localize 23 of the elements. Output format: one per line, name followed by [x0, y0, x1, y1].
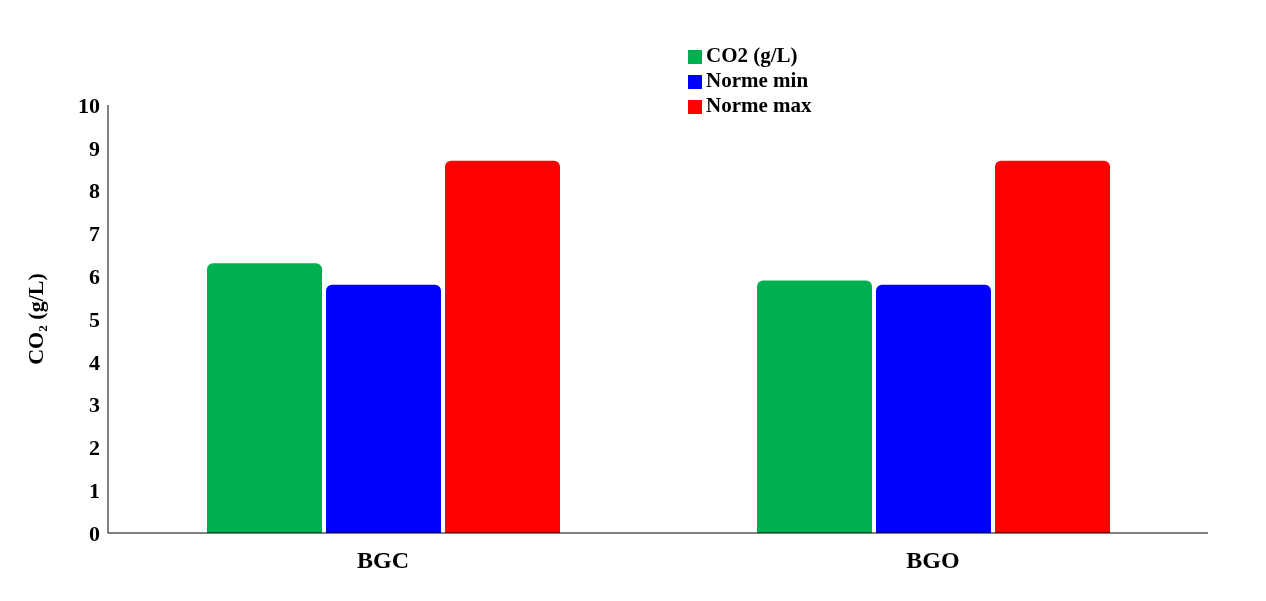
- y-tick-label: 5: [89, 306, 100, 332]
- y-tick-label: 9: [89, 135, 100, 161]
- bar: [995, 160, 1110, 533]
- legend-label: CO2 (g/L): [706, 43, 798, 67]
- bar: [445, 160, 560, 533]
- y-tick-label: 1: [89, 478, 100, 504]
- y-tick-label: 0: [89, 520, 100, 546]
- y-axis-title: CO₂ (g/L): [23, 273, 48, 365]
- y-tick-label: 2: [89, 435, 100, 461]
- y-tick-label: 10: [78, 92, 100, 118]
- bar: [326, 284, 441, 533]
- x-tick-label: BGC: [356, 547, 410, 574]
- y-tick-label: 6: [89, 264, 100, 290]
- legend-label: Norme min: [706, 68, 809, 92]
- bar: [876, 284, 991, 533]
- y-tick-label: 8: [89, 178, 100, 204]
- bar: [757, 280, 872, 533]
- y-tick-label: 3: [89, 392, 100, 418]
- x-tick-label: BGO: [906, 547, 960, 574]
- y-tick-label: 7: [89, 221, 100, 247]
- legend-label: Norme max: [706, 93, 812, 117]
- bar: [207, 263, 322, 533]
- y-tick-label: 4: [89, 349, 100, 375]
